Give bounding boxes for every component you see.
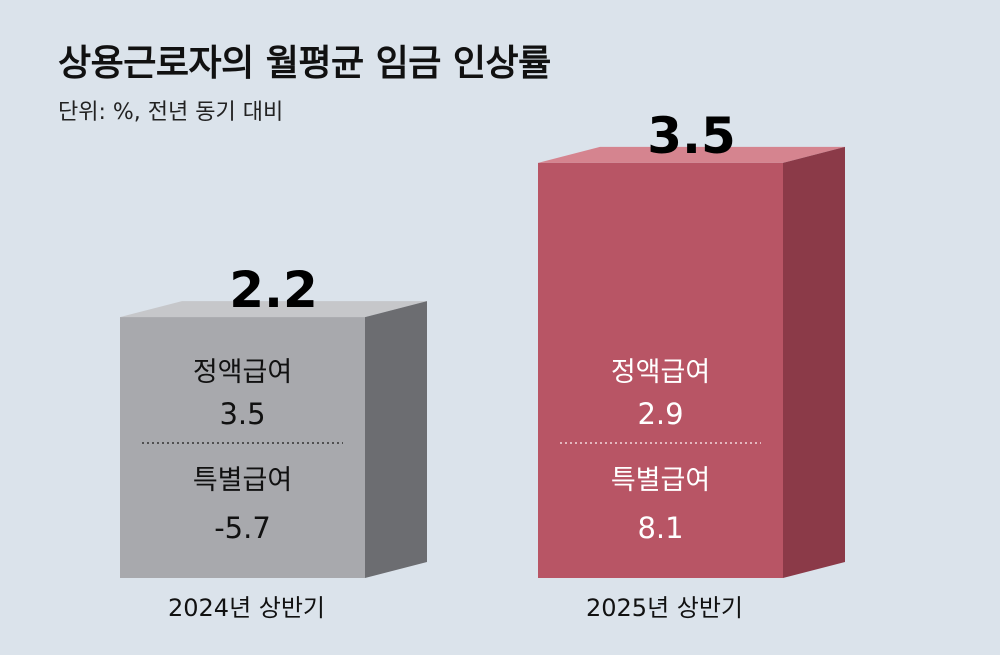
regular-pay-value: 3.5 xyxy=(219,397,265,431)
bar-front-face xyxy=(120,317,365,578)
bar-2: 3.5 정액급여 2.9 특별급여 8.1 2025년 상반기 xyxy=(538,107,845,622)
category-label: 2024년 상반기 xyxy=(168,594,325,622)
chart-title: 상용근로자의 월평균 임금 인상률 xyxy=(58,43,551,84)
chart-subtitle: 단위: %, 전년 동기 대비 xyxy=(58,100,284,125)
bar-value-label: 3.5 xyxy=(647,107,736,165)
bar-front-face xyxy=(538,162,783,578)
regular-pay-label: 정액급여 xyxy=(611,357,710,388)
special-pay-value: -5.7 xyxy=(214,511,271,545)
special-pay-value: 8.1 xyxy=(637,511,683,545)
bar-1: 2.2 정액급여 3.5 특별급여 -5.7 2024년 상반기 xyxy=(120,261,427,622)
special-pay-label: 특별급여 xyxy=(611,465,710,496)
regular-pay-label: 정액급여 xyxy=(193,357,292,388)
category-label: 2025년 상반기 xyxy=(586,594,743,622)
bar-top-face xyxy=(120,301,427,318)
bar-side-face xyxy=(783,146,845,578)
regular-pay-value: 2.9 xyxy=(637,397,683,431)
bar-top-face xyxy=(538,146,845,163)
special-pay-label: 특별급여 xyxy=(193,465,292,496)
bar-value-label: 2.2 xyxy=(229,261,318,319)
bar-side-face xyxy=(365,301,427,578)
